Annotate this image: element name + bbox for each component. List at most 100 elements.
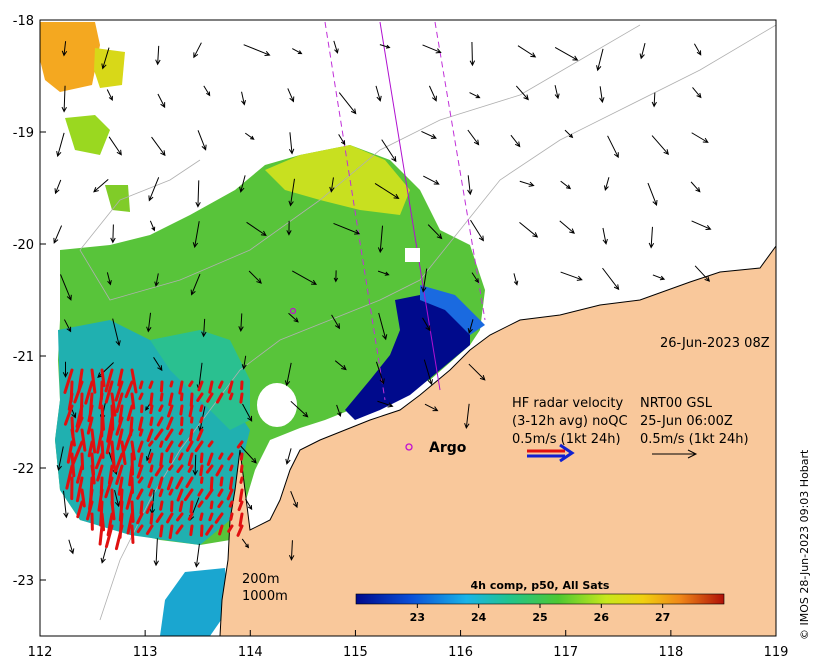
radar-vector: [188, 428, 194, 442]
radar-vector: [130, 368, 138, 394]
radar-vector: [71, 440, 84, 466]
radar-vector: [175, 476, 184, 490]
current-vector: [60, 274, 72, 301]
x-tick-label: 112: [28, 645, 53, 660]
y-tick-label: -19: [13, 126, 34, 141]
x-tick-label: 118: [658, 645, 683, 660]
radar-vector: [187, 464, 194, 473]
radar-vector: [164, 428, 174, 441]
current-vector: [554, 47, 579, 61]
radar-vector: [96, 464, 104, 482]
current-vector: [428, 85, 437, 102]
radar-vector: [178, 428, 184, 436]
current-vector: [375, 85, 382, 102]
radar-vector: [124, 380, 134, 399]
radar-vector: [178, 452, 184, 461]
sst-green-small: [65, 115, 110, 155]
current-vector: [245, 498, 253, 511]
radar-vector: [176, 464, 184, 474]
current-vector: [602, 267, 620, 291]
current-vector: [690, 181, 701, 193]
depth-label-1000m: 1000m: [242, 589, 288, 604]
current-vector: [334, 360, 347, 371]
radar-vector: [229, 464, 234, 472]
current-vector: [63, 319, 72, 333]
colorbar-tick-label: 23: [410, 611, 425, 624]
radar-vector: [229, 512, 234, 521]
satellite-track-left: [324, 21, 386, 401]
radar-vector: [145, 524, 154, 536]
timestamp-label: 26-Jun-2023 08Z: [660, 336, 770, 351]
radar-vector: [159, 524, 164, 538]
radar-vector: [87, 440, 94, 458]
radar-vector: [146, 428, 154, 443]
hf-radar-title: HF radar velocity: [512, 396, 624, 411]
radar-vector: [104, 524, 114, 549]
radar-vector: [149, 416, 154, 427]
current-vector: [467, 319, 474, 334]
radar-vector: [197, 380, 204, 392]
argo-float-marker-2[interactable]: [289, 307, 297, 315]
current-vector: [61, 85, 67, 113]
current-vector: [464, 403, 470, 429]
radar-vector: [188, 404, 194, 418]
current-vector: [652, 274, 666, 281]
current-vector: [560, 271, 583, 281]
radar-vector: [137, 452, 144, 468]
current-vector: [648, 226, 655, 249]
current-vector: [288, 540, 295, 561]
radar-vector: [197, 500, 204, 508]
radar-vector: [137, 440, 144, 453]
argo-float-marker[interactable]: [405, 443, 413, 451]
colorbar-tick-label: 25: [532, 611, 547, 624]
current-vector: [647, 182, 658, 207]
current-vector: [377, 270, 390, 276]
radar-vector: [199, 404, 204, 413]
radar-vector: [179, 404, 184, 416]
data-gap: [257, 383, 297, 427]
radar-vector: [136, 524, 144, 534]
colorbar-tick-label: 26: [594, 611, 610, 624]
x-tick-label: 116: [448, 645, 473, 660]
current-vector: [101, 47, 110, 70]
radar-vector: [159, 452, 164, 467]
coastline: [219, 245, 776, 636]
radar-vector: [115, 464, 124, 485]
radar-vector: [138, 416, 144, 431]
current-vector: [377, 400, 394, 408]
radar-vector: [130, 500, 135, 523]
radar-vector: [76, 500, 84, 519]
current-vector: [554, 85, 560, 100]
current-vector: [145, 448, 152, 462]
radar-vector: [205, 524, 214, 536]
current-vector: [288, 178, 295, 207]
radar-vector: [189, 500, 194, 514]
current-vector: [244, 132, 255, 140]
current-vector: [471, 272, 479, 284]
hf-radar-subtitle: (3-12h avg) noQC: [512, 414, 628, 429]
radar-vector: [86, 416, 94, 435]
model-current-vectors: [53, 40, 712, 568]
radar-vector: [209, 476, 214, 491]
radar-vector: [147, 476, 154, 489]
current-vector: [148, 177, 160, 202]
radar-vector: [138, 392, 144, 401]
current-vector: [564, 129, 574, 139]
current-vector: [243, 44, 271, 56]
current-vector: [192, 221, 200, 249]
colorbar-tick-label: 24: [471, 611, 487, 624]
current-vector: [146, 312, 152, 333]
current-vector: [602, 227, 608, 245]
current-vector: [238, 313, 244, 333]
radar-vector: [199, 524, 204, 537]
current-vector: [377, 225, 384, 254]
current-vector: [467, 129, 480, 146]
current-vector: [193, 42, 202, 59]
colorbar-ticks: 23 24 25 26 27: [410, 604, 670, 624]
radar-vector: [187, 452, 194, 467]
current-vector: [470, 219, 484, 242]
current-vector: [378, 312, 388, 341]
current-vector: [287, 88, 295, 103]
radar-vector: [75, 404, 84, 428]
